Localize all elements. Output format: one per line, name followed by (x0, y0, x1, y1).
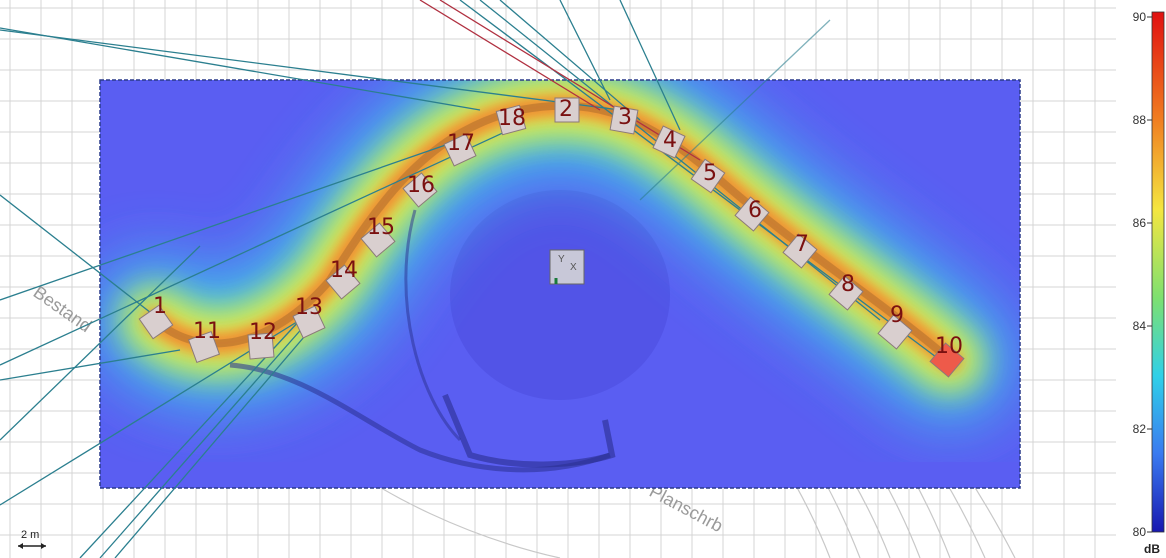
speaker-label: 3 (618, 105, 632, 130)
speaker-label: 8 (841, 272, 855, 297)
scale-bar-label: 2 m (21, 529, 39, 541)
speaker[interactable]: 13 (292, 295, 326, 339)
speaker-box[interactable] (402, 172, 438, 208)
acoustic-map[interactable]: Bestand Planschrb (0, 0, 1116, 558)
speaker-box[interactable] (609, 105, 639, 135)
origin-axis-y: Y (558, 254, 565, 265)
speaker[interactable]: 1 (138, 294, 174, 340)
speaker-box[interactable] (690, 158, 726, 194)
speaker-box[interactable] (187, 330, 221, 364)
origin-marker[interactable]: Y X (549, 249, 585, 285)
color-scale-tick: 80 (1133, 525, 1147, 539)
speaker-box[interactable] (247, 332, 275, 360)
speaker-label: 2 (559, 97, 573, 122)
site-label-left: Bestand (30, 282, 96, 336)
speaker-box[interactable] (554, 97, 580, 123)
speaker[interactable]: 16 (402, 172, 438, 208)
site-label-bottom: Planschrb (646, 481, 726, 536)
speaker[interactable]: 10 (929, 334, 965, 378)
speaker-label: 11 (193, 319, 221, 344)
color-scale-bar (1151, 11, 1165, 533)
speaker-label: 6 (748, 198, 762, 223)
speaker[interactable]: 6 (734, 196, 770, 232)
speaker[interactable]: 14 (325, 258, 361, 300)
speaker-label: 7 (795, 232, 809, 257)
speaker-label: 10 (935, 334, 963, 359)
speaker[interactable]: 12 (247, 320, 277, 360)
speaker-label: 16 (407, 173, 435, 198)
speaker-box[interactable] (929, 342, 965, 378)
speaker-label: 1 (153, 294, 167, 319)
color-scale-tick: 88 (1133, 113, 1147, 127)
speaker-box[interactable] (652, 125, 686, 159)
speaker-box[interactable] (782, 233, 818, 269)
speaker-box[interactable] (734, 196, 770, 232)
speaker-box[interactable] (877, 314, 913, 350)
speaker-box[interactable] (443, 133, 477, 167)
speaker-box[interactable] (828, 275, 864, 311)
speaker-label: 18 (498, 106, 526, 131)
acoustic-map-viewport[interactable]: Bestand Planschrb (0, 0, 1116, 558)
speaker-box[interactable] (495, 104, 527, 136)
color-scale-tick: 84 (1133, 319, 1147, 333)
speaker-label: 12 (249, 320, 277, 345)
speaker-label: 5 (703, 161, 717, 186)
speaker[interactable]: 2 (554, 97, 580, 123)
speaker[interactable]: 4 (652, 125, 686, 159)
speaker[interactable]: 11 (187, 319, 221, 364)
color-scale-tick: 86 (1133, 216, 1147, 230)
speaker-label: 9 (890, 303, 904, 328)
speaker-box[interactable] (325, 264, 361, 300)
speaker-label: 17 (447, 131, 475, 156)
color-scale-tick: 82 (1133, 422, 1147, 436)
speaker-label: 14 (330, 258, 358, 283)
speaker-box[interactable] (138, 304, 174, 340)
speaker[interactable]: 5 (690, 158, 726, 194)
speaker[interactable]: 18 (495, 104, 527, 136)
origin-axis-x: X (570, 262, 577, 273)
speaker-label: 13 (295, 295, 323, 320)
speaker[interactable]: 8 (828, 272, 864, 311)
ray-lines (0, 0, 941, 558)
color-scale-tick: 90 (1133, 10, 1147, 24)
speaker-label: 15 (367, 215, 395, 240)
speaker-box[interactable] (292, 305, 326, 339)
field-boundary (99, 79, 1021, 489)
speaker[interactable]: 7 (782, 232, 818, 269)
speaker[interactable]: 17 (443, 131, 477, 167)
speaker[interactable]: 3 (609, 105, 639, 135)
scale-bar: 2 m (18, 529, 46, 549)
speaker[interactable]: 15 (360, 215, 396, 258)
speaker[interactable]: 9 (877, 303, 913, 350)
color-scale-unit: dB (1144, 542, 1160, 556)
speaker-label: 4 (663, 128, 677, 153)
speaker-box[interactable] (360, 222, 396, 258)
